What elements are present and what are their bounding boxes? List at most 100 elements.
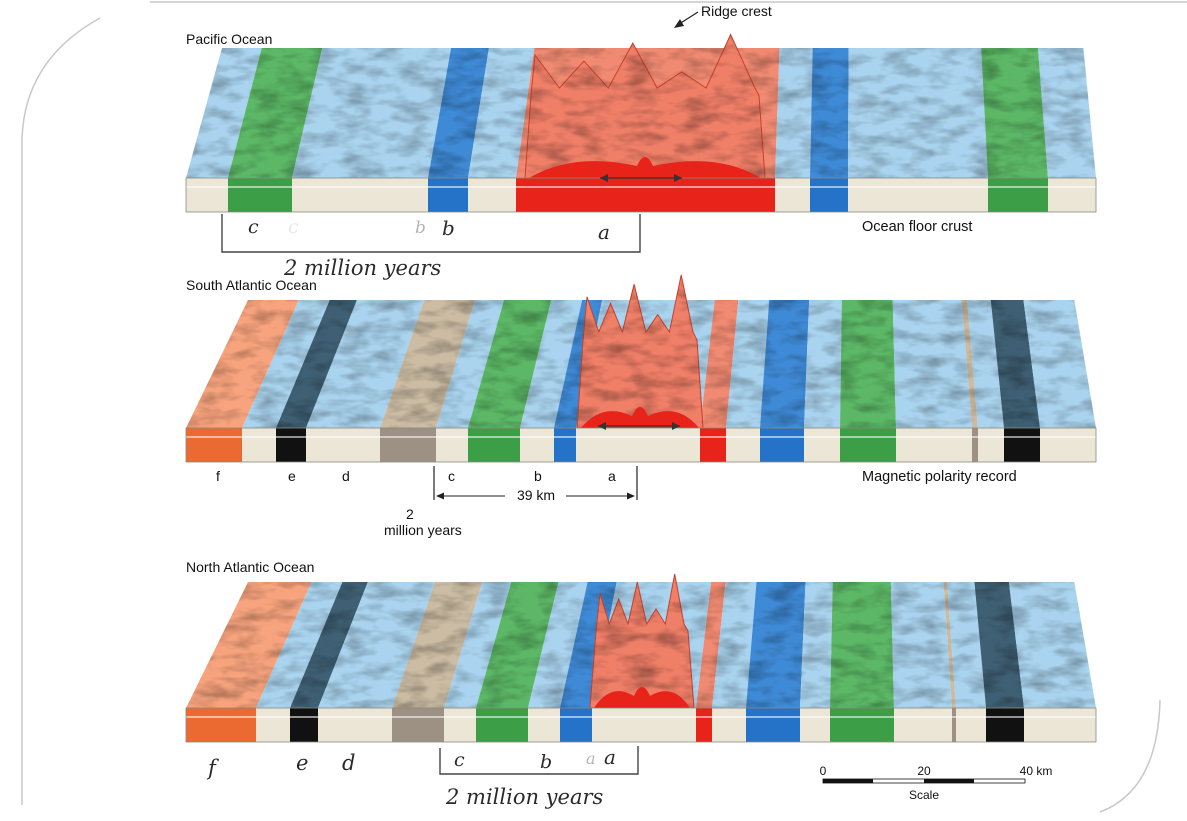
- crust-stripe: [318, 708, 392, 742]
- crust-stripe: [1048, 178, 1096, 212]
- south-atlantic-letter-a: a: [608, 468, 616, 484]
- ridge-texture: [577, 274, 703, 428]
- north-atlantic-hand-letter-e: e: [296, 751, 308, 775]
- crust-stripe: [956, 708, 986, 742]
- crust-outline: [185, 707, 1097, 743]
- crust-stripe: [276, 428, 306, 462]
- age-label: million years: [384, 522, 462, 538]
- crust-stripe: [700, 428, 726, 462]
- distance-label: 39 km: [517, 487, 555, 503]
- south-atlantic-letter-d: d: [342, 468, 350, 484]
- crust-stripe: [186, 178, 228, 212]
- scale-tick-40: 40 km: [1020, 764, 1053, 778]
- north-atlantic-hand-letter-a-faint: a: [586, 749, 596, 768]
- crust-stripe: [186, 428, 242, 462]
- crust-stripe: [436, 428, 468, 462]
- crust-stripe: [290, 708, 318, 742]
- crust-stripe: [896, 428, 972, 462]
- crust-stripe: [560, 708, 592, 742]
- pacific-hand-letter-b: b: [442, 216, 455, 240]
- crust-stripe: [428, 178, 468, 212]
- crust-stripe: [952, 708, 956, 742]
- ridge-crest-arrowhead: [674, 19, 684, 28]
- crust-stripe: [986, 708, 1024, 742]
- south-atlantic-spreading-arrows: [598, 422, 680, 430]
- crust-stripe: [1024, 708, 1096, 742]
- ridge-texture: [590, 574, 694, 708]
- north-atlantic-panel: North Atlantic Ocean f e d c b a a 2 mil…: [185, 559, 1097, 809]
- crust-stripe: [1004, 428, 1040, 462]
- crust-stripe: [775, 178, 810, 212]
- south-atlantic-letters: f e d c b a: [216, 468, 616, 484]
- pacific-hand-bracket: [221, 214, 641, 253]
- crust-stripe: [804, 428, 840, 462]
- scale-bar: 0 20 40 km Scale: [820, 764, 1053, 802]
- ocean-floor-crust-label: Ocean floor crust: [862, 219, 972, 235]
- crust-stripe: [576, 428, 700, 462]
- crust-stripe: [468, 178, 516, 212]
- crust-stripe: [760, 428, 804, 462]
- pacific-hand-letter-a: a: [598, 220, 610, 244]
- magnetic-polarity-record-label: Magnetic polarity record: [862, 469, 1017, 485]
- crust-stripe: [444, 708, 476, 742]
- north-atlantic-crust-block: [185, 707, 1097, 743]
- north-atlantic-hand-letter-d: d: [342, 751, 355, 775]
- crust-stripe: [840, 428, 896, 462]
- age-number: 2: [406, 506, 414, 522]
- ridge-texture: [525, 34, 765, 179]
- pacific-spreading-arrows: [600, 174, 682, 182]
- north-atlantic-top-surface: [186, 582, 1096, 708]
- crust-stripe: [746, 708, 800, 742]
- crust-stripe: [520, 428, 554, 462]
- crust-stripe: [256, 708, 290, 742]
- south-atlantic-letter-e: e: [288, 468, 296, 484]
- crust-stripe: [712, 708, 746, 742]
- crust-stripe: [800, 708, 830, 742]
- ridge-cross-section: [581, 407, 699, 428]
- south-atlantic-letter-f: f: [216, 468, 220, 484]
- crust-stripe: [392, 708, 444, 742]
- crust-stripe: [848, 178, 988, 212]
- crust-stripe: [1040, 428, 1096, 462]
- south-atlantic-ridge: [576, 274, 704, 429]
- pacific-hand-note: 2 million years: [283, 256, 442, 280]
- crust-stripe: [894, 708, 952, 742]
- scale-tick-0: 0: [820, 764, 827, 778]
- north-atlantic-hand-bracket: [439, 746, 639, 775]
- crust-stripe: [592, 708, 696, 742]
- crust-stripe: [696, 708, 712, 742]
- ridge-cross-section: [529, 157, 761, 178]
- crust-stripe: [186, 708, 256, 742]
- north-atlantic-hand-letter-b: b: [540, 751, 552, 773]
- north-atlantic-hand-letter-c: c: [454, 749, 465, 771]
- crust-outline: [185, 427, 1097, 463]
- ridge-crest-label: Ridge crest: [701, 3, 772, 19]
- scale-tick-20: 20: [917, 764, 931, 778]
- crust-stripe: [242, 428, 276, 462]
- ridge-cross-section: [594, 687, 690, 708]
- crust-stripe: [516, 178, 775, 212]
- north-atlantic-hand-letter-a: a: [604, 745, 616, 769]
- south-atlantic-panel: South Atlantic Ocean f e d c b a Magneti…: [185, 274, 1097, 538]
- crust-stripe: [468, 428, 520, 462]
- crust-stripe: [554, 428, 576, 462]
- north-atlantic-title: North Atlantic Ocean: [186, 559, 314, 575]
- pacific-hand-letter-c: c: [248, 216, 259, 238]
- crust-stripe: [380, 428, 436, 462]
- south-atlantic-letter-c: c: [448, 468, 455, 484]
- south-atlantic-title: South Atlantic Ocean: [186, 277, 317, 293]
- crust-stripe: [830, 708, 894, 742]
- crust-stripe: [306, 428, 380, 462]
- crust-stripe: [978, 428, 1004, 462]
- crust-stripe: [810, 178, 848, 212]
- south-atlantic-letter-b: b: [534, 468, 542, 484]
- crust-stripe: [528, 708, 560, 742]
- north-atlantic-hand-note: 2 million years: [445, 785, 604, 809]
- crust-stripe: [476, 708, 528, 742]
- south-atlantic-crust-block: [185, 427, 1097, 463]
- pacific-panel: Pacific Ocean Ridge crest Ocean floor cr…: [185, 3, 1097, 280]
- scale-label: Scale: [909, 788, 939, 802]
- pacific-hand-letter-b-faint: b: [415, 218, 426, 238]
